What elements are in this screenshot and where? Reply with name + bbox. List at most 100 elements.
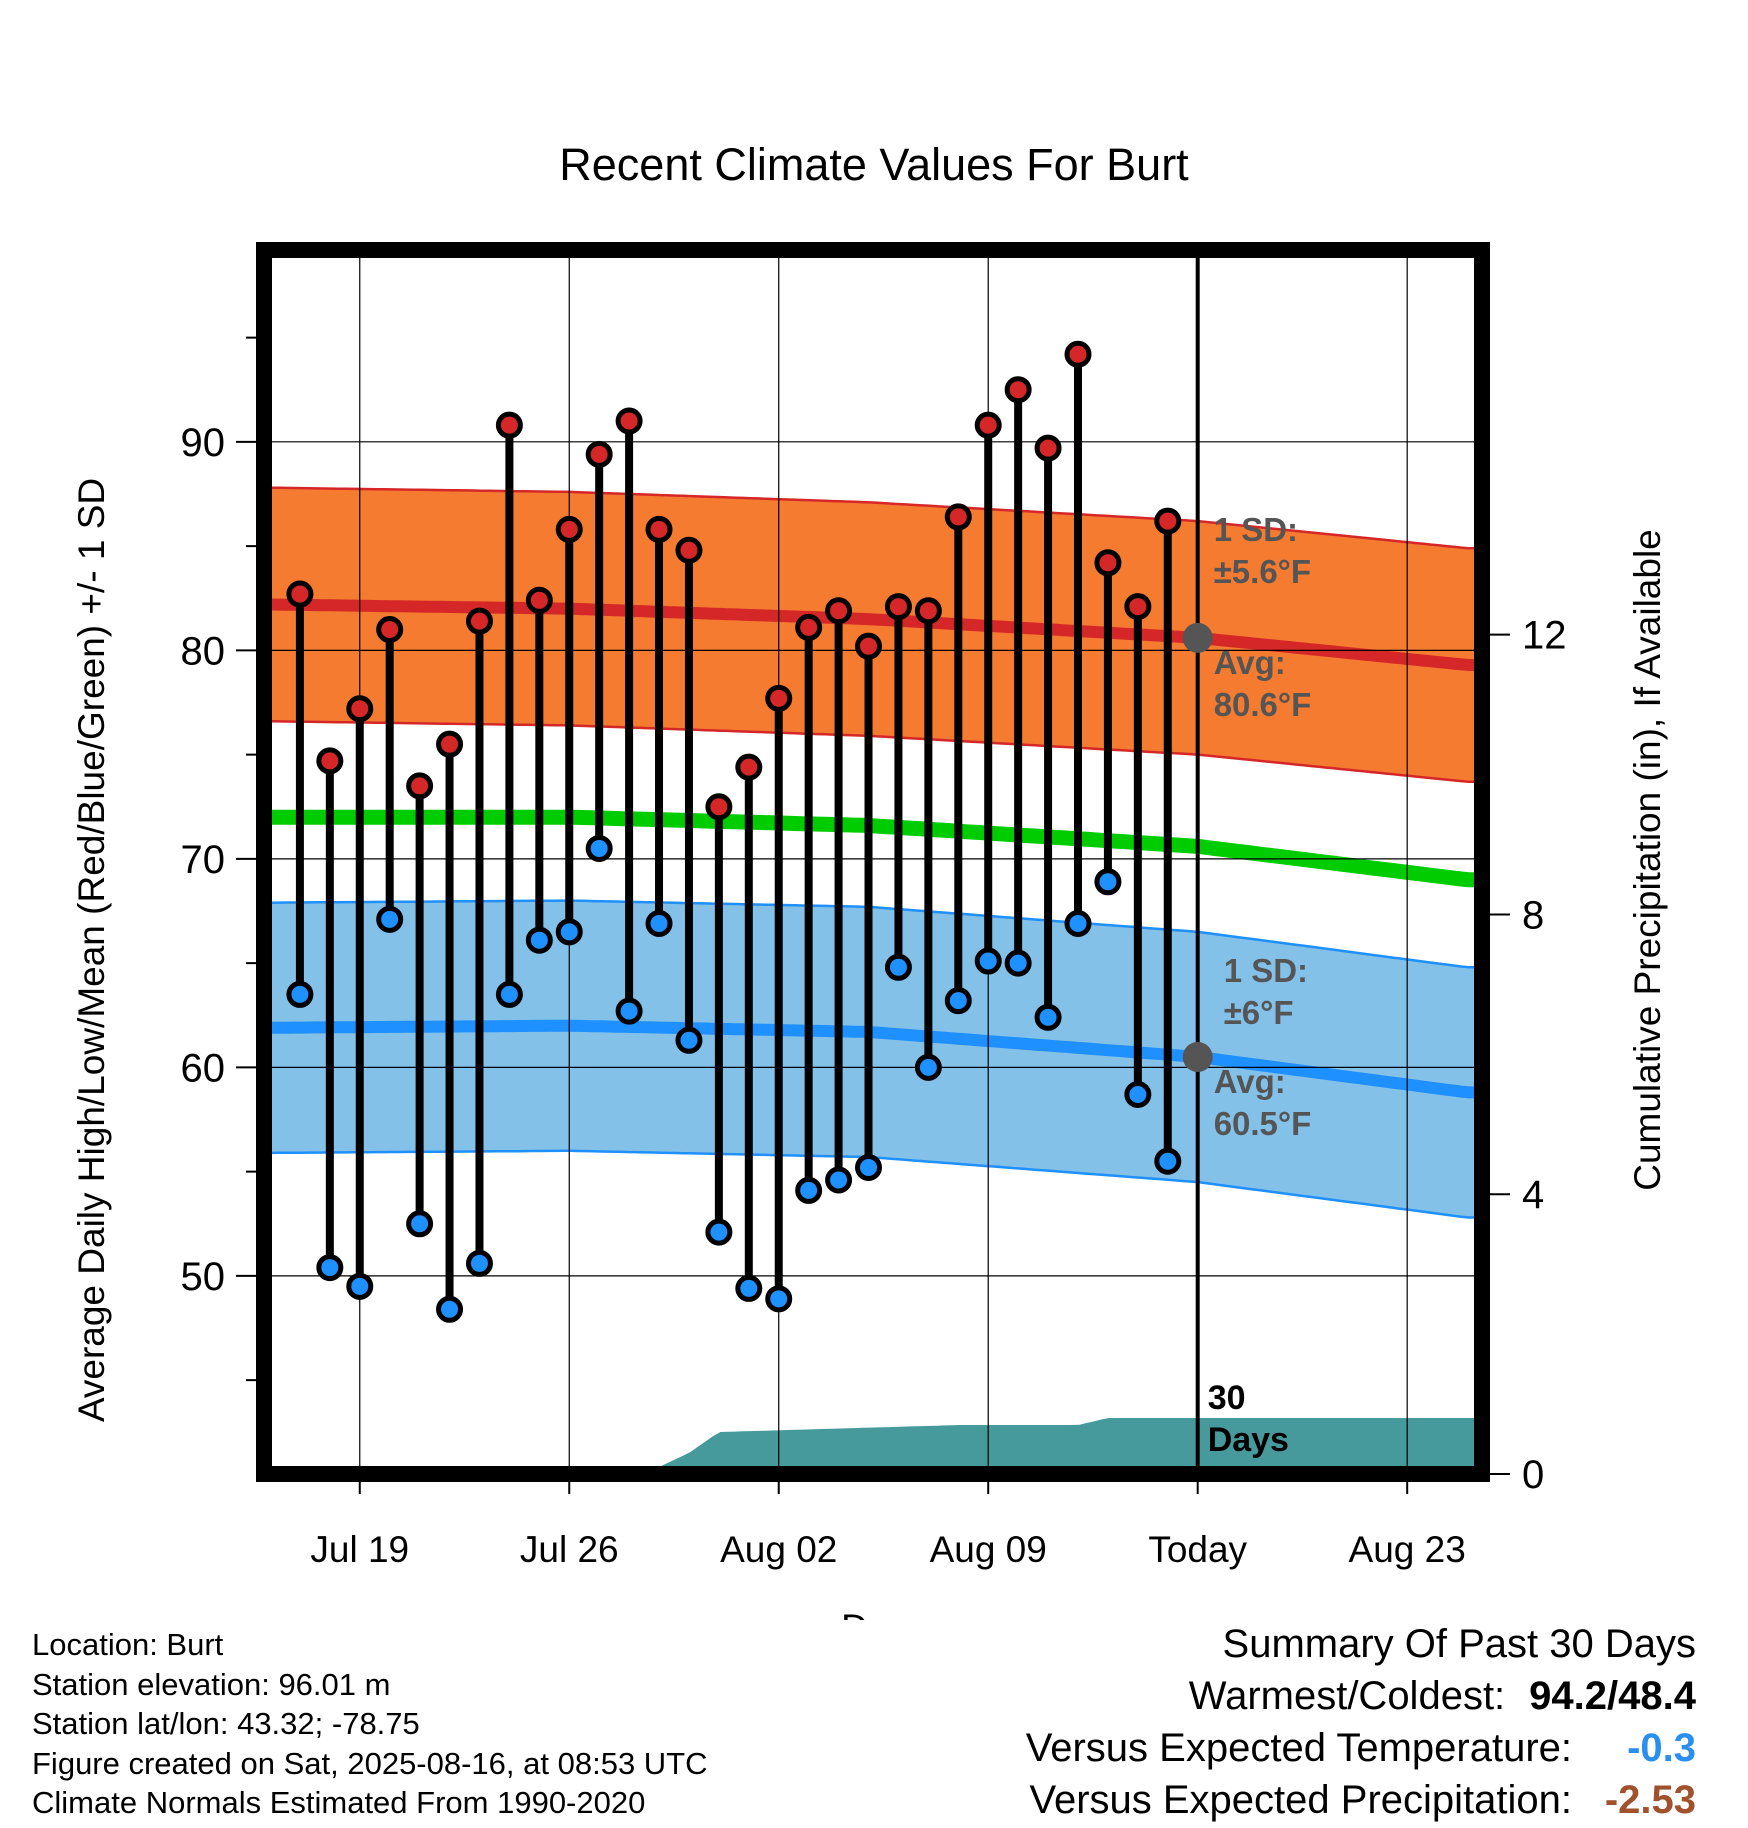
x-tick-label: Jul 26 (520, 1529, 619, 1570)
daily-high-point (855, 632, 883, 660)
daily-low-point (944, 987, 972, 1015)
daily-low-point (735, 1274, 763, 1302)
y-tick-label: 90 (181, 421, 226, 465)
precip-area (264, 1418, 1482, 1474)
daily-high-point (585, 440, 613, 468)
high-avg-annotation-line1: Avg: (1214, 644, 1286, 681)
daily-high-point (1034, 434, 1062, 462)
daily-low-point (1034, 1003, 1062, 1031)
daily-low-point (495, 980, 523, 1008)
today-avg-low-marker (1182, 1041, 1213, 1072)
x-tick-label: Aug 23 (1349, 1529, 1466, 1570)
daily-low-point (645, 910, 673, 938)
daily-low-point (1004, 949, 1032, 977)
low-avg-annotation-line2: 60.5°F (1214, 1105, 1312, 1142)
temp-row: Versus Expected Temperature: -0.3 (1026, 1722, 1696, 1774)
y-tick-label: 70 (181, 838, 226, 882)
daily-high-point (525, 586, 553, 614)
daily-low-point (765, 1285, 793, 1313)
daily-low-point (436, 1295, 464, 1323)
temp-value: -0.3 (1627, 1726, 1696, 1770)
days-label-line2: Days (1208, 1421, 1289, 1459)
y2-axis-label: Cumulative Precipitation (in), If Availa… (1627, 529, 1668, 1191)
y-tick-label: 80 (181, 629, 226, 673)
daily-high-point (645, 515, 673, 543)
daily-low-point (675, 1026, 703, 1054)
warm-cold-label: Warmest/Coldest: (1188, 1674, 1506, 1718)
daily-low-point (1154, 1147, 1182, 1175)
location-text: Location: Burt (32, 1627, 224, 1662)
daily-low-point (884, 953, 912, 981)
climate-chart: Recent Climate Values For Burt Average D… (71, 139, 1668, 1620)
low-sd-annotation-line1: 1 SD: (1224, 952, 1308, 989)
daily-low-point (615, 997, 643, 1025)
station-info: Location: Burt Station elevation: 96.01 … (32, 1625, 708, 1823)
daily-high-point (286, 580, 314, 608)
daily-low-point (1124, 1080, 1152, 1108)
daily-low-point (855, 1153, 883, 1181)
daily-low-point (376, 905, 404, 933)
daily-high-point (376, 616, 404, 644)
daily-high-point (465, 607, 493, 635)
daily-high-point (884, 593, 912, 621)
daily-high-point (316, 747, 344, 775)
daily-high-point (914, 597, 942, 625)
daily-low-point (825, 1166, 853, 1194)
temp-label: Versus Expected Temperature: (1025, 1726, 1572, 1770)
plot-area: 1 SD: ±5.6°F Avg: 80.6°F 1 SD: ±6°F Avg: 60.5°F… (181, 242, 1567, 1570)
daily-low-point (346, 1272, 374, 1300)
daily-high-point (765, 684, 793, 712)
warm-cold-row: Warmest/Coldest: 94.2/48.4 (1026, 1670, 1696, 1722)
normals-text: Climate Normals Estimated From 1990-2020 (32, 1785, 646, 1820)
normal-high-line (264, 598, 1476, 671)
daily-high-point (1064, 340, 1092, 368)
daily-high-point (555, 515, 583, 543)
y-tick-label: 50 (181, 1255, 226, 1299)
daily-low-point (555, 918, 583, 946)
daily-high-point (495, 411, 523, 439)
precip-row: Versus Expected Precipitation: -2.53 (1026, 1774, 1696, 1826)
precip-label: Versus Expected Precipitation: (1029, 1778, 1572, 1822)
warm-cold-value: 94.2/48.4 (1529, 1674, 1696, 1718)
low-avg-annotation-line1: Avg: (1214, 1063, 1286, 1100)
daily-low-point (406, 1210, 434, 1238)
daily-high-point (1094, 549, 1122, 577)
daily-high-point (615, 407, 643, 435)
days-label-line1: 30 (1208, 1379, 1246, 1417)
daily-high-point (735, 753, 763, 781)
daily-high-point (436, 730, 464, 758)
daily-low-point (914, 1053, 942, 1081)
daily-low-point (316, 1254, 344, 1282)
daily-low-point (705, 1218, 733, 1246)
y-axis-label: Average Daily High/Low/Mean (Red/Blue/Gr… (71, 478, 112, 1422)
x-tick-label: Today (1148, 1529, 1247, 1570)
created-text: Figure created on Sat, 2025-08-16, at 08… (32, 1745, 708, 1781)
daily-high-point (675, 536, 703, 564)
y2-tick-label: 4 (1522, 1173, 1544, 1217)
daily-high-point (1124, 593, 1152, 621)
x-tick-label: Aug 02 (720, 1529, 837, 1570)
x-tick-label: Jul 19 (310, 1529, 409, 1570)
daily-high-point (1154, 507, 1182, 535)
daily-high-point (406, 772, 434, 800)
plot-frame (256, 242, 1490, 1482)
daily-low-point (286, 980, 314, 1008)
daily-low-point (585, 834, 613, 862)
daily-high-point (705, 793, 733, 821)
x-axis-label: Day (841, 1607, 907, 1620)
chart-title: Recent Climate Values For Burt (559, 139, 1189, 190)
normal-high-sd-band-upper-edge (264, 486, 1476, 550)
daily-high-point (346, 695, 374, 723)
high-sd-annotation-line2: ±5.6°F (1214, 553, 1311, 590)
high-sd-annotation-line1: 1 SD: (1214, 511, 1298, 548)
high-avg-annotation-line2: 80.6°F (1214, 686, 1312, 723)
y2-tick-label: 8 (1522, 893, 1544, 937)
elevation-text: Station elevation: 96.01 m (32, 1666, 391, 1702)
daily-low-point (1064, 910, 1092, 938)
precip-value: -2.53 (1604, 1778, 1696, 1822)
y2-tick-label: 0 (1522, 1453, 1544, 1497)
daily-high-point (795, 613, 823, 641)
daily-high-point (825, 597, 853, 625)
daily-high-point (974, 411, 1002, 439)
x-tick-label: Aug 09 (930, 1529, 1047, 1570)
